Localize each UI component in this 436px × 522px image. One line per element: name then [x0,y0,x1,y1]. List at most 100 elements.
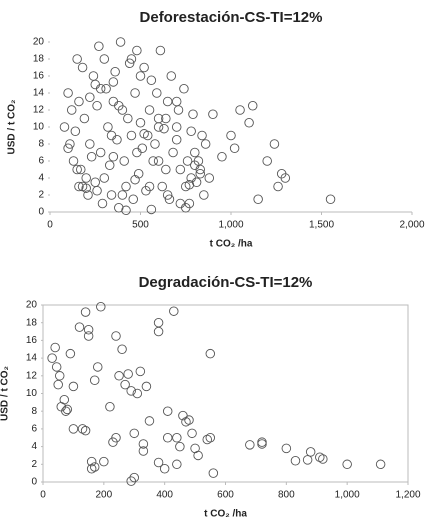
y-tick-label: 0 [38,207,44,218]
point [257,437,267,447]
point [95,147,106,158]
point [130,174,140,185]
x-tick-label: 1,200 [395,490,420,501]
point [108,96,119,107]
point [229,143,240,153]
point [86,463,97,474]
y-tick-label: 20 [26,300,38,311]
point [77,424,88,434]
point [80,425,91,436]
point [217,151,227,162]
y-axis-label: USD / t CO₂ [7,100,18,155]
point [68,381,79,392]
point [89,375,100,385]
point [72,164,82,175]
point [63,88,73,98]
point [188,109,198,119]
y-tick-label: 12 [33,105,45,116]
point [162,96,173,107]
point [81,183,91,193]
point [325,194,336,204]
point [114,371,124,381]
point [99,456,109,467]
point [132,388,143,399]
point [104,160,115,170]
point [205,348,216,359]
point [175,441,185,452]
point [126,54,137,64]
x-tick-label: 200 [95,490,112,501]
point [105,402,115,412]
point [135,366,146,377]
point [179,83,189,94]
y-tick-label: 0 [31,477,37,488]
point [186,126,196,136]
point [262,156,272,166]
point [62,404,73,415]
point [74,181,84,192]
point [90,79,100,90]
point [171,122,182,132]
y-tick-label: 18 [33,54,45,65]
point [141,381,152,392]
point [150,139,160,149]
point [315,452,325,462]
point [68,156,79,166]
x-axis-label: t CO₂ /ha [210,239,253,250]
point [153,122,164,132]
point [74,96,84,107]
x-tick-label: 800 [278,490,295,501]
point [79,113,90,124]
x-tick-label: 0 [47,220,53,231]
point [235,105,245,115]
point [114,202,124,213]
point [159,123,169,134]
point [89,462,100,472]
point [132,147,142,158]
point [70,126,81,136]
point [302,455,313,465]
point [161,164,171,175]
point [175,198,186,209]
point [182,156,193,166]
point [173,105,184,115]
point [161,113,171,124]
point [245,440,255,450]
point [85,139,95,149]
point [86,151,97,162]
point [129,472,139,483]
point [139,129,149,139]
point [172,433,182,443]
x-tick-label: 0 [40,490,46,501]
point [159,463,170,474]
point [273,181,283,192]
point [184,180,195,190]
point [99,54,110,64]
y-tick-label: 10 [33,122,45,133]
point [155,45,166,56]
y-tick-label: 2 [31,459,37,470]
point [166,71,177,81]
point [247,100,258,111]
point [200,139,211,149]
point [269,139,280,149]
point [51,362,62,372]
point [126,476,136,486]
point [68,424,79,434]
point [171,96,182,107]
point [153,156,164,166]
point [184,415,194,425]
point [144,181,155,192]
point [146,75,157,85]
point [187,428,197,439]
point [144,105,155,115]
point [135,117,146,128]
point [190,147,200,158]
point [281,443,292,454]
point [66,105,77,115]
point [59,122,70,132]
y-tick-label: 8 [38,139,44,150]
point [290,456,301,466]
point [162,433,173,443]
